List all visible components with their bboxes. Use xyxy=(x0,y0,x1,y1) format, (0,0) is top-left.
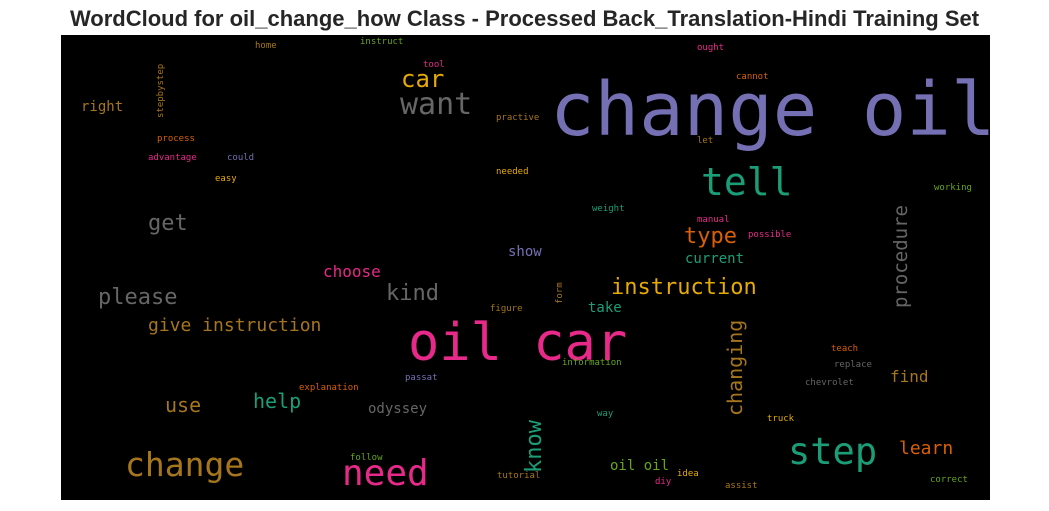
word-easy: easy xyxy=(215,174,237,184)
word-odyssey: odyssey xyxy=(368,401,428,417)
word-possible: possible xyxy=(748,230,792,240)
word-manual: manual xyxy=(697,215,730,225)
word-need: need xyxy=(342,453,429,494)
word-replace: replace xyxy=(834,360,872,370)
word-home: home xyxy=(255,41,277,51)
word-tell: tell xyxy=(701,160,793,204)
word-cannot: cannot xyxy=(736,72,769,82)
word-learn: learn xyxy=(899,438,954,459)
word-ought: ought xyxy=(697,43,725,53)
word-way: way xyxy=(597,409,614,419)
word-teach: teach xyxy=(831,344,859,354)
word-weight: weight xyxy=(592,204,625,214)
word-diy: diy xyxy=(655,477,672,487)
word-tutorial: tutorial xyxy=(497,471,541,481)
word-please: please xyxy=(98,285,178,310)
word-follow: follow xyxy=(350,453,383,463)
word-stepbystep: stepbystep xyxy=(156,63,166,118)
word-help: help xyxy=(253,389,302,413)
word-information: information xyxy=(562,358,622,368)
word-needed: needed xyxy=(496,167,529,177)
word-working: working xyxy=(934,183,972,193)
word-instruction: instruction xyxy=(611,275,757,300)
word-find: find xyxy=(890,367,929,386)
word-correct: correct xyxy=(930,475,968,485)
word-practive: practive xyxy=(496,113,540,123)
word-changing: changing xyxy=(723,319,747,416)
word-take: take xyxy=(588,300,622,316)
word-form: form xyxy=(555,282,565,304)
wordcloud-canvas: change oil oil car tell step need change want c… xyxy=(61,35,990,500)
word-instruct: instruct xyxy=(360,37,404,47)
word-kind: kind xyxy=(386,281,439,306)
word-right: right xyxy=(81,99,124,115)
chart-title: WordCloud for oil_change_how Class - Pro… xyxy=(69,6,980,31)
word-oil-oil: oil oil xyxy=(610,458,670,474)
word-tool: tool xyxy=(423,60,445,70)
word-use: use xyxy=(165,393,202,417)
word-assist: assist xyxy=(725,481,758,491)
word-figure: figure xyxy=(490,304,523,314)
word-want: want xyxy=(400,87,473,122)
word-know: know xyxy=(522,420,547,473)
word-chevrolet: chevrolet xyxy=(805,378,854,388)
word-could: could xyxy=(227,153,255,163)
word-car: car xyxy=(401,65,445,93)
word-get: get xyxy=(148,211,188,236)
word-give-instruction: give instruction xyxy=(148,315,322,336)
word-procedure: procedure xyxy=(890,205,912,308)
word-choose: choose xyxy=(323,262,381,281)
word-advantage: advantage xyxy=(148,153,197,163)
word-truck: truck xyxy=(767,414,795,424)
word-change: change xyxy=(125,445,245,484)
word-show: show xyxy=(508,244,542,260)
word-current: current xyxy=(685,251,745,267)
word-passat: passat xyxy=(405,373,438,383)
word-idea: idea xyxy=(677,469,699,479)
word-change-oil: change oil xyxy=(550,67,990,153)
word-process: process xyxy=(157,134,195,144)
word-explanation: explanation xyxy=(299,383,359,393)
word-type: type xyxy=(684,224,737,249)
word-oil-car: oil car xyxy=(408,313,628,373)
word-let: let xyxy=(697,136,714,146)
word-step: step xyxy=(788,430,878,473)
